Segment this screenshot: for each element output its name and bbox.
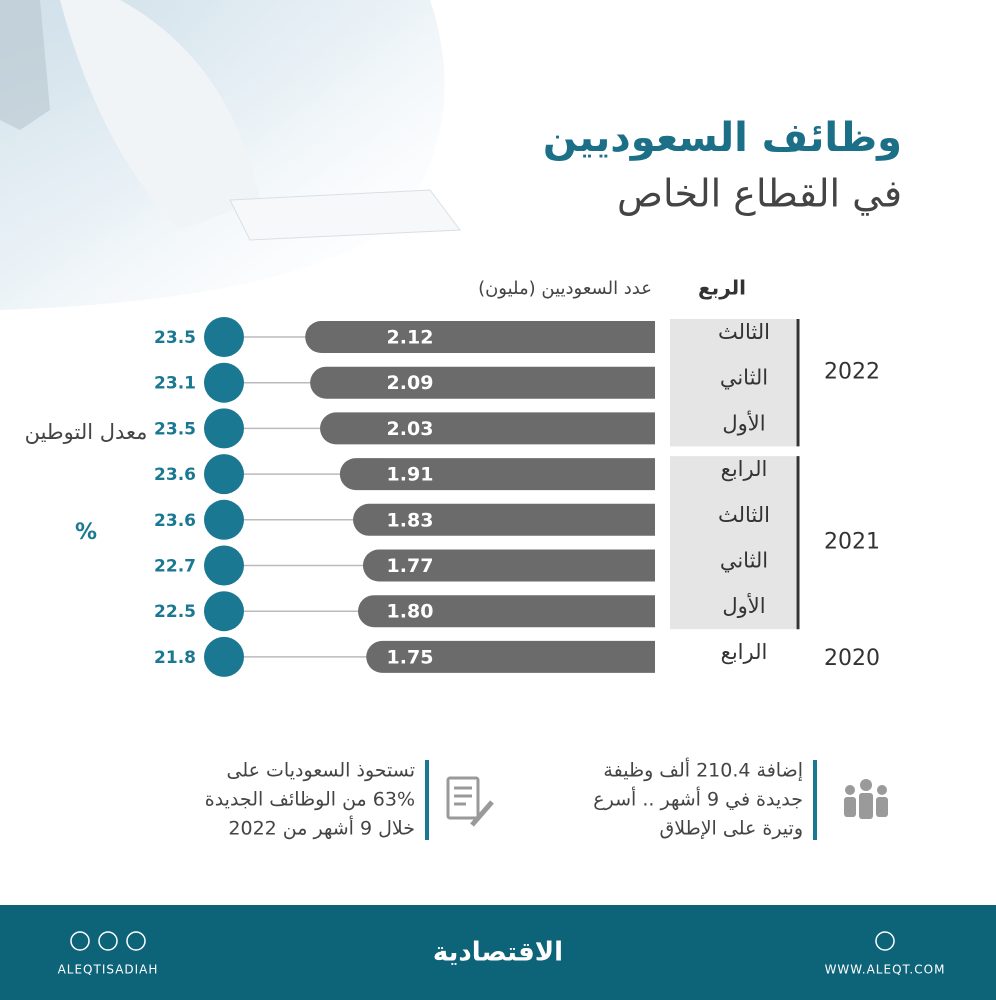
quarter-label: الرابع	[721, 640, 768, 664]
footer-handle: ALEQTISADIAH	[58, 963, 159, 977]
subtitle: في القطاع الخاص	[617, 172, 902, 217]
year-label: 2021	[824, 530, 880, 555]
bar-value-label: 2.12	[387, 327, 434, 349]
note-divider	[425, 760, 429, 840]
bar	[362, 549, 655, 582]
rate-dot	[204, 545, 244, 586]
quarter-label: الرابع	[721, 457, 768, 481]
bar-value-label: 2.09	[387, 372, 434, 394]
rate-dot	[204, 317, 244, 357]
rate-dot	[204, 591, 244, 632]
photo-figure	[60, 0, 260, 230]
rate-label: 23.1	[154, 374, 196, 394]
quarter-label: الأول	[722, 593, 765, 618]
bar-value-label: 1.77	[387, 555, 434, 577]
quarter-label: الثاني	[720, 549, 768, 573]
notes: إضافة 210.4 ألف وظيفة جديدة في 9 أشهر .. …	[205, 758, 803, 840]
note-divider	[813, 760, 817, 840]
note-line: جديدة في 9 أشهر .. أسرع	[593, 787, 803, 811]
note-icon-people	[844, 779, 888, 819]
bar	[353, 503, 655, 536]
footer-logo: الاقتصادية	[433, 938, 563, 968]
bar	[305, 321, 655, 353]
quarter-box	[670, 456, 796, 630]
value-header: عدد السعوديين (مليون)	[478, 278, 652, 299]
rate-label: 23.5	[154, 328, 196, 348]
bar	[310, 366, 655, 399]
note-line: تستحوذ السعوديات على	[227, 760, 415, 782]
quarter-label: الأول	[722, 410, 765, 435]
note-line: 63% من الوظائف الجديدة	[205, 789, 415, 811]
rate-label: 22.7	[154, 557, 196, 577]
rate-dot	[204, 454, 244, 495]
rate-dot	[204, 362, 244, 403]
quarter-label: الثالث	[718, 503, 770, 527]
quarter-box	[670, 319, 796, 447]
bar-value-label: 1.75	[387, 646, 434, 668]
bar	[339, 458, 655, 491]
footer-band	[0, 905, 996, 1000]
year-label: 2020	[824, 646, 880, 671]
quarter-label: الثالث	[718, 320, 770, 344]
note-line: خلال 9 أشهر من 2022	[228, 816, 415, 840]
quarter-label: الثاني	[720, 366, 768, 390]
bar-value-label: 1.91	[387, 464, 434, 486]
note-line: إضافة 210.4 ألف وظيفة	[603, 758, 803, 783]
footer-website: WWW.ALEQT.COM	[825, 963, 946, 977]
chart-rows: 2022 2021 2020 2.12 23.5 الثالث 2.09 23.1 الثاني…	[154, 317, 880, 677]
bar	[358, 595, 655, 628]
bar-value-label: 2.03	[387, 418, 434, 440]
bar	[366, 640, 655, 673]
rate-label: 22.5	[154, 602, 196, 622]
rate-dot	[204, 408, 244, 449]
note-icon-document	[446, 776, 494, 827]
quarter-header: الربع	[698, 276, 746, 300]
photo-paper	[229, 189, 461, 241]
rate-unit: %	[75, 520, 97, 545]
social-icons	[70, 931, 895, 951]
year-label: 2022	[824, 360, 880, 385]
bar-value-label: 1.83	[387, 509, 434, 531]
rate-dot	[204, 636, 244, 677]
title: وظائف السعوديين	[543, 115, 902, 161]
rate-label: 23.6	[154, 465, 196, 485]
rate-label: 21.8	[154, 648, 196, 668]
bar-value-label: 1.80	[387, 601, 434, 623]
rate-label: 23.6	[154, 511, 196, 531]
rate-header: معدل التوطين	[25, 420, 148, 444]
note-line: وتيرة على الإطلاق	[660, 818, 804, 840]
photo-figure	[0, 0, 50, 130]
rate-label: 23.5	[154, 419, 196, 439]
rate-dot	[204, 499, 244, 540]
bar	[320, 412, 655, 445]
